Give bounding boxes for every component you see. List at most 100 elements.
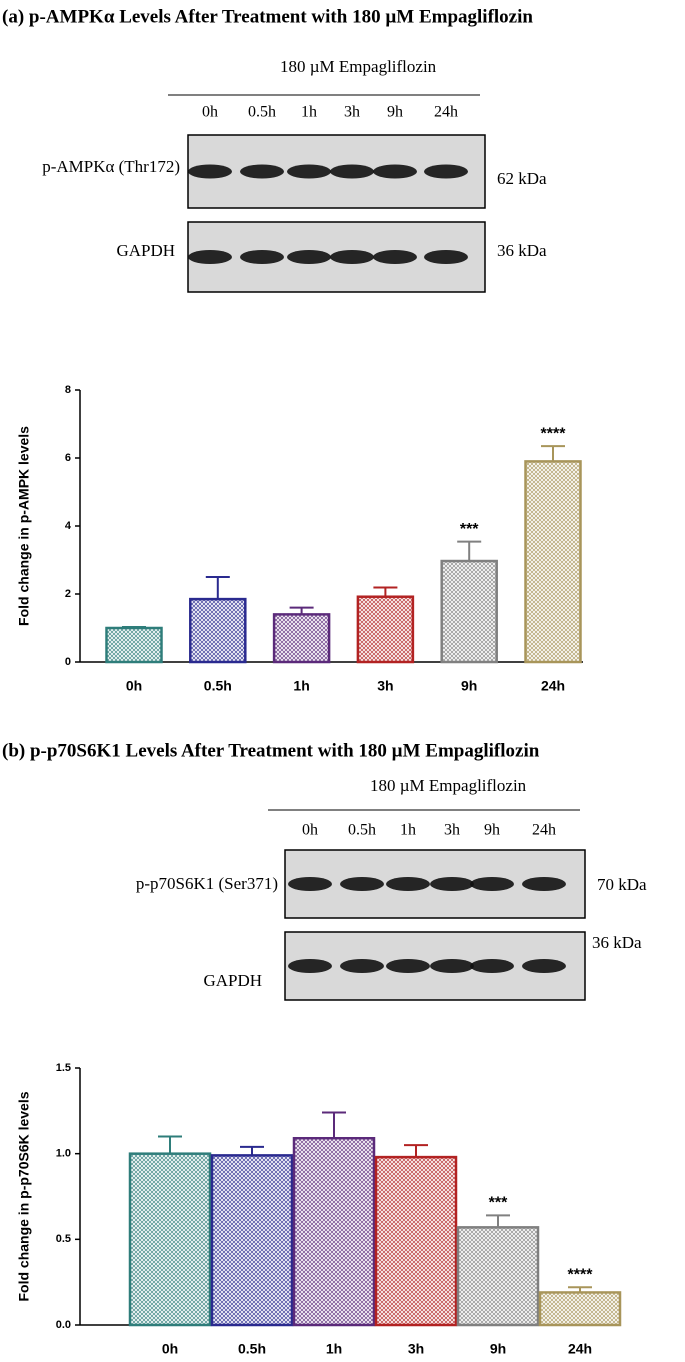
x-tick-label: 1h [326,1341,342,1357]
x-tick-label: 24h [541,678,565,694]
significance-label: *** [460,521,479,538]
error-bar [240,1145,264,1156]
blot-band [470,959,514,973]
error-bar [404,1144,428,1158]
blot-band [287,250,331,264]
lane-label: 3h [444,822,460,839]
bar [538,1291,622,1327]
x-tick-label: 3h [377,678,393,694]
x-tick-label: 24h [568,1341,592,1357]
significance-label: **** [568,1267,594,1284]
error-bar [158,1135,182,1154]
y-tick-label: 0 [65,656,71,668]
bar [210,1154,294,1327]
x-tick-label: 3h [408,1341,424,1357]
bar [440,559,498,664]
row-label: p-p70S6K1 (Ser371) [136,874,278,893]
error-bar [457,540,482,562]
blot-band [430,877,474,891]
y-tick-label: 1.0 [56,1148,71,1160]
y-tick-label: 6 [65,452,71,464]
lane-label: 0.5h [348,822,376,839]
bar [524,460,582,664]
bar [105,626,163,664]
blot-band [288,877,332,891]
bar [292,1136,376,1327]
lane-label: 9h [387,104,403,121]
size-label: 70 kDa [597,875,647,894]
y-tick-label: 0.0 [56,1319,71,1331]
blot-band [240,164,284,179]
panel-title: (a) p-AMPKα Levels After Treatment with … [2,6,533,27]
blot-band [386,959,430,973]
blot-band [522,959,566,973]
bar [128,1152,212,1327]
y-tick-label: 2 [65,588,71,600]
row-label: GAPDH [116,241,175,260]
blot-band [386,877,430,891]
lane-label: 0h [202,104,218,121]
error-bar [322,1111,346,1139]
y-axis-label: Fold change in p-p70S6K levels [16,1091,32,1301]
error-bar [486,1214,510,1228]
lane-label: 1h [400,822,416,839]
blot-band [188,250,232,264]
blot-band [330,164,374,179]
size-label: 36 kDa [592,933,642,952]
blot-band [288,959,332,973]
blot-band [373,250,417,264]
y-tick-label: 0.5 [56,1233,71,1245]
blot-band [470,877,514,891]
blot-band [522,877,566,891]
x-tick-label: 1h [293,678,309,694]
y-tick-label: 8 [65,384,71,396]
bar [189,597,247,664]
lane-label: 9h [484,822,500,839]
blot-band [287,164,331,179]
significance-label: *** [489,1195,508,1212]
significance-label: **** [541,425,567,442]
bar [374,1155,458,1327]
error-bar [568,1286,592,1293]
size-label: 62 kDa [497,169,547,188]
blot-band [430,959,474,973]
lane-label: 0h [302,822,318,839]
x-tick-label: 0h [126,678,142,694]
row-label: GAPDH [203,971,262,990]
x-tick-label: 0h [162,1341,178,1357]
treatment-label: 180 µM Empagliflozin [280,57,437,76]
y-axis-label: Fold change in p-AMPK levels [16,426,32,626]
blot-band [373,164,417,179]
blot-band [188,164,232,179]
panel-title: (b) p-p70S6K1 Levels After Treatment wit… [2,740,540,761]
error-bar [122,625,146,628]
error-bar [541,445,565,462]
blot-band [340,877,384,891]
blot-band [424,250,468,264]
treatment-label: 180 µM Empagliflozin [370,776,527,795]
y-tick-label: 1.5 [56,1062,71,1074]
error-bar [289,606,314,615]
lane-label: 3h [344,104,360,121]
blot-band [424,164,468,179]
error-bar [205,576,230,600]
blot-band [330,250,374,264]
blot-band [340,959,384,973]
row-label: p-AMPKα (Thr172) [42,157,180,176]
bar [456,1226,540,1327]
y-tick-label: 4 [65,520,72,532]
lane-label: 24h [532,822,556,839]
lane-label: 0.5h [248,104,276,121]
blot-band [240,250,284,264]
bar [356,595,415,664]
lane-label: 1h [301,104,317,121]
bar [272,613,331,664]
x-tick-label: 0.5h [204,678,232,694]
error-bar [373,586,398,597]
x-tick-label: 9h [490,1341,506,1357]
lane-label: 24h [434,104,458,121]
size-label: 36 kDa [497,241,547,260]
x-tick-label: 0.5h [238,1341,266,1357]
x-tick-label: 9h [461,678,477,694]
